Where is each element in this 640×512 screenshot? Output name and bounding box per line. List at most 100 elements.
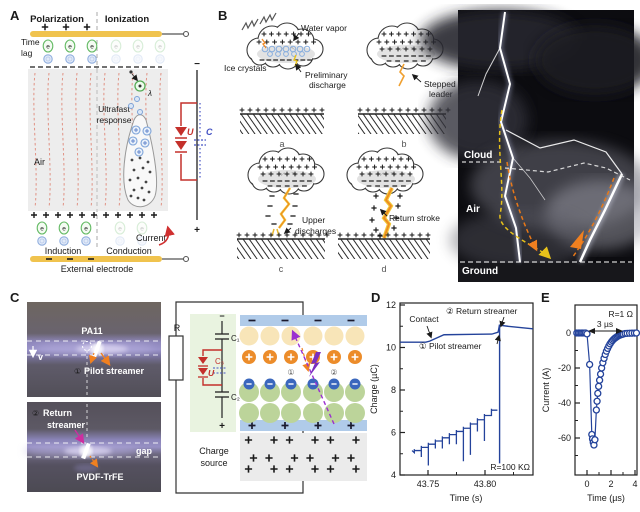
pilot-streamer-label: Pilot streamer [84,366,145,376]
capacitance-c-label: C [206,127,213,137]
top-electrode-bar [30,31,162,37]
tvs-branch [202,349,222,386]
svg-text:e: e [40,225,44,232]
return-stroke-arrow [379,208,388,217]
panel-b: B Water vapor Ice crystals Preliminary d… [218,8,456,274]
svg-text:43.80: 43.80 [474,479,497,489]
induced-plus-row [31,212,157,218]
return-stroke-bolt [381,187,394,239]
data-point [591,436,599,444]
e-ylabel: Current (A) [541,368,551,413]
upper-label-1: Upper [302,215,325,225]
svg-text:4: 4 [632,479,637,489]
circuit2-plus: + [219,421,225,432]
d-contact-arrow [426,325,433,339]
panel-b-label: B [218,8,227,23]
data-point [583,330,591,338]
data-point [585,360,594,369]
electrode-plus-charges [41,23,91,31]
circuit2-minus: − [219,311,224,321]
leader-path-yellow-dashed [498,109,552,260]
svg-text:e: e [114,43,118,50]
circuit-plus-terminal: + [194,225,200,236]
material-stack [239,315,367,481]
ground-hatch [239,107,325,134]
d-pilot-annotation: ① Pilot streamer [419,341,482,351]
air-label: Air [34,157,45,167]
current-arrow [158,225,175,246]
return-streamer-photo [24,350,161,492]
charge-main [400,324,501,343]
d-resistor-annotation: R=100 KΩ [490,462,530,472]
svg-text:8: 8 [391,385,396,395]
svg-text:e: e [84,225,88,232]
u-label-2: U [208,368,215,378]
electron-avalanche-dot [138,84,142,88]
sample-circle-outline [82,341,92,351]
ground-hatch [236,232,330,259]
svg-text:-20: -20 [558,363,571,373]
svg-text:10: 10 [386,343,396,353]
svg-text:e: e [68,43,72,50]
stepped-label-1: Stepped [424,79,456,89]
ground-hatches [236,107,451,259]
return-streamer-arrow [74,429,85,445]
voltage-u-label: U [187,127,194,137]
svg-text:e: e [136,43,140,50]
panel-c-label: C [10,290,20,305]
panel-e-label: E [541,290,550,305]
charge-source-box [240,433,367,481]
svg-text:2: 2 [608,479,613,489]
svg-text:-60: -60 [558,433,571,443]
lambda-label: λ [147,89,152,98]
upper-discharge-bolt [271,187,292,237]
induction-label: Induction [45,246,82,256]
bottom-electrode-bar [30,256,162,262]
electric-field-lines [33,72,163,209]
panel-a-label: A [10,8,20,23]
streamer-arrows [291,329,335,425]
panel-d-label: D [371,290,380,305]
svg-text:e: e [140,225,144,232]
ice-crystals-label: Ice crystals [224,63,267,73]
pilot-streamer-arrow [100,352,111,366]
e-data-series [573,329,640,449]
ultrafast-label-1: Ultrafast [98,104,130,114]
lightning-bolts [477,11,625,264]
c1-label: C₁ [231,334,240,343]
sub-label-b: b [401,139,406,149]
pilot-streamer-photo [27,302,161,397]
panel-d-chart: D 12 10 8 6 4 43.75 43.80 Charge (µC) Time (s)… [369,290,534,503]
pa11-label: PA11 [81,326,102,336]
circuit-loop-wire [175,301,304,494]
photo-air-label: Air [466,204,480,215]
d-ylabel: Charge (µC) [369,364,379,414]
time-lag-label-1: Time [21,37,40,47]
panel-c: C PA11 ① Pilot streamer v ② Return strea… [10,290,367,494]
sub-label-a: a [279,139,284,149]
cloud [246,22,324,70]
cloud [366,22,444,70]
return-number: ② [32,409,39,418]
svg-text:e: e [90,43,94,50]
data-point [594,382,603,391]
sub-label-c: c [279,264,284,274]
panel-a: A Polarization Ionization Time lag e e e e e… [10,8,213,274]
velocity-label: v [38,352,43,362]
svg-text:e: e [62,225,66,232]
d-return-annotation: ② Return streamer [446,306,518,316]
d-return-arrow [499,316,506,328]
bottom-electrode-blue-bar [240,420,367,431]
return-stroke-label: Return stroke [389,213,440,223]
leader-minus-charges [265,193,299,225]
charge-source-label-1: Charge [199,446,229,456]
stepped-leader-bolt [398,63,405,87]
preliminary-arrow [295,63,302,73]
pilot-number: ① [74,367,81,376]
discharge-path-orange-dashed-right [571,177,615,259]
tvs-diode-icon [175,127,187,153]
return-label-1: Return [43,408,72,418]
ionization-label: Ionization [105,14,150,25]
return-label-2: streamer [47,420,86,430]
